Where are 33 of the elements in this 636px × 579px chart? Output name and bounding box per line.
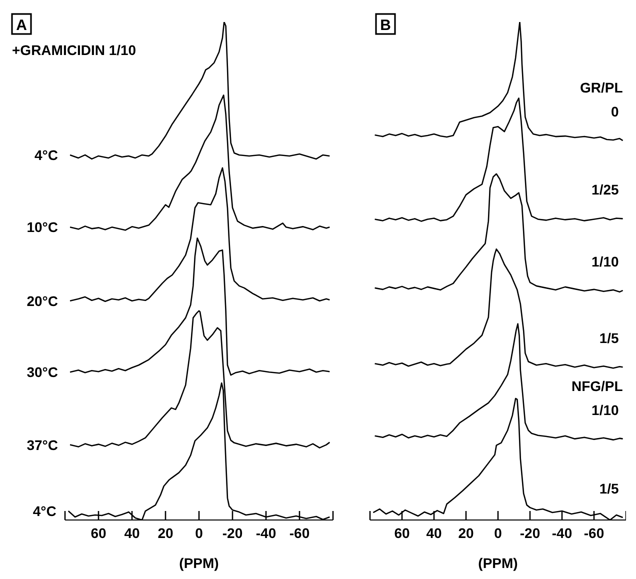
series-label: 4°C: [32, 503, 56, 520]
series-label: 10°C: [26, 219, 58, 236]
x-tick-label: 20: [158, 524, 174, 541]
x-tick-label: 0: [494, 524, 502, 541]
annotation: GR/PL: [580, 80, 624, 96]
x-axis-title: (PPM): [478, 555, 518, 571]
x-axis-title: (PPM): [179, 555, 219, 571]
chart-title: B: [380, 17, 392, 34]
x-tick-label: 0: [195, 524, 204, 541]
x-tick-label: 60: [90, 524, 106, 541]
series-label: 1/5: [599, 330, 620, 346]
series-label: 20°C: [26, 292, 58, 309]
annotation: +GRAMICIDIN 1/10: [12, 42, 136, 58]
x-tick-label: -60: [289, 524, 310, 541]
x-tick-label: -20: [520, 524, 540, 541]
x-tick-label: -20: [222, 524, 243, 541]
x-tick-label: -40: [256, 524, 276, 541]
x-tick-label: 40: [426, 524, 442, 541]
series-label: 1/10: [592, 253, 620, 270]
series-label: 4°C: [34, 146, 58, 163]
series-label: 1/5: [599, 480, 620, 497]
series-label: 1/10: [592, 402, 620, 418]
x-tick-label: 20: [458, 524, 474, 541]
chart-title: A: [16, 17, 28, 34]
annotation: NFG/PL: [571, 378, 624, 394]
series-label: 37°C: [26, 436, 58, 453]
x-tick-label: 60: [394, 524, 410, 541]
x-tick-label: -60: [584, 524, 604, 541]
x-tick-label: 40: [124, 524, 140, 541]
x-tick-label: -40: [552, 524, 572, 541]
series-label: 1/25: [592, 182, 620, 198]
series-label: 0: [611, 104, 620, 120]
series-label: 30°C: [26, 364, 58, 380]
